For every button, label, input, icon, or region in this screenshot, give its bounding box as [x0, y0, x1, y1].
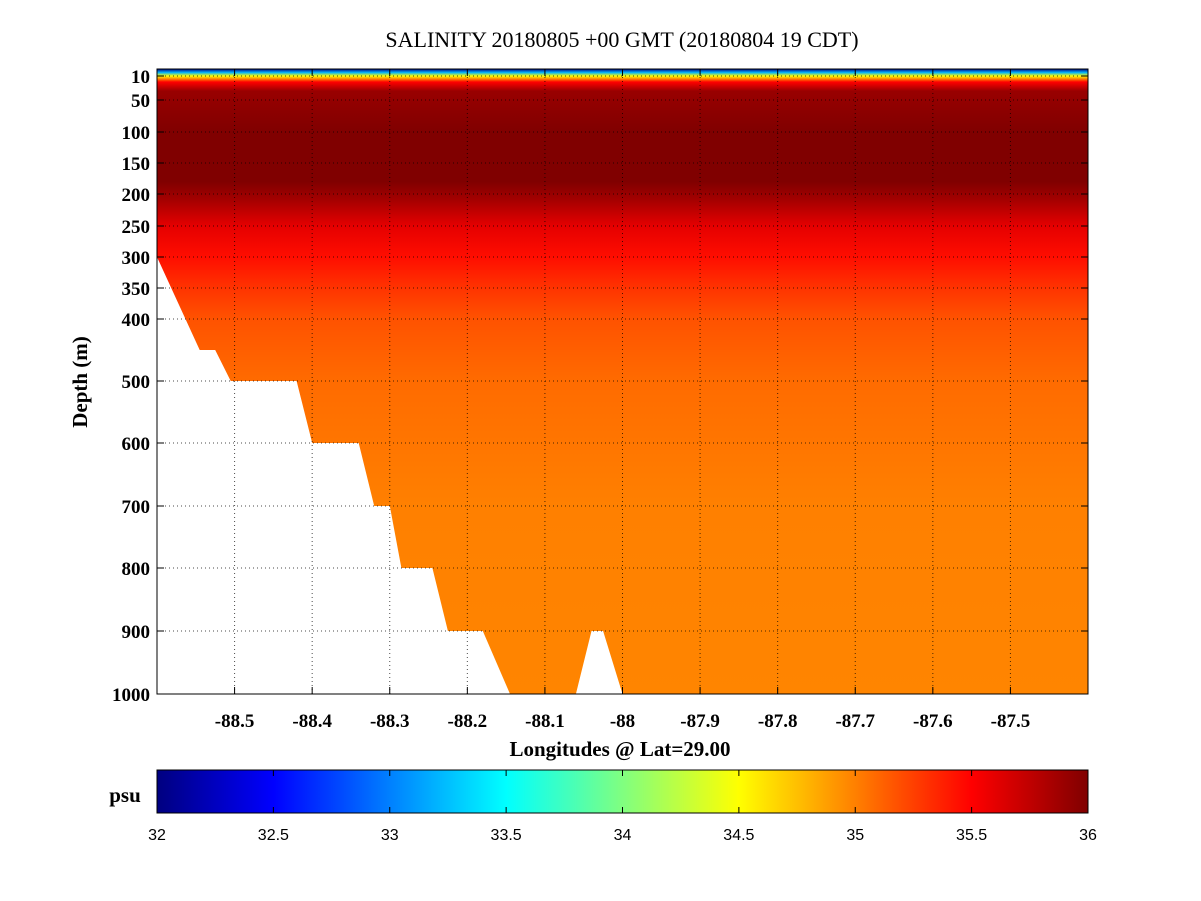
y-tick-label: 1000	[112, 685, 150, 706]
x-tick-label: -87.5	[991, 711, 1031, 732]
x-tick-label: -87.6	[913, 711, 953, 732]
x-tick-label: -88.2	[448, 711, 488, 732]
y-tick-label: 300	[122, 248, 151, 269]
y-tick-label: 10	[131, 67, 150, 88]
y-tick-label: 700	[122, 497, 151, 518]
colorbar-unit-label: psu	[109, 783, 141, 807]
y-tick-label: 400	[122, 310, 151, 331]
chart-title: SALINITY 20180805 +00 GMT (20180804 19 C…	[385, 27, 858, 52]
y-tick-label: 900	[122, 622, 151, 643]
colorbar: 32 32.5 33 33.5 34 34.5 35 35.5 36 psu	[109, 769, 1097, 844]
x-axis-ticks: -88.5 -88.4 -88.3 -88.2 -88.1 -88 -87.9 -87.8 -8…	[215, 69, 1030, 732]
x-tick-label: -88.4	[292, 711, 332, 732]
grid-lines	[157, 69, 1088, 694]
seafloor-mask	[157, 257, 1088, 694]
colorbar-tick-label: 35	[846, 827, 864, 844]
x-tick-label: -88.5	[215, 711, 255, 732]
x-tick-label: -87.7	[835, 711, 875, 732]
colorbar-tick-label: 34.5	[723, 827, 754, 844]
y-axis-label: Depth (m)	[68, 336, 92, 428]
x-axis-label: Longitudes @ Lat=29.00	[509, 737, 730, 761]
y-tick-label: 250	[122, 217, 151, 238]
x-tick-label: -88	[610, 711, 635, 732]
x-tick-label: -88.3	[370, 711, 410, 732]
colorbar-tick-label: 33	[381, 827, 399, 844]
y-tick-label: 800	[122, 559, 151, 580]
colorbar-tick-label: 32.5	[258, 827, 289, 844]
colorbar-tick-label: 32	[148, 827, 166, 844]
colorbar-tick-label: 36	[1079, 827, 1097, 844]
y-tick-label: 50	[131, 91, 150, 112]
y-tick-label: 200	[122, 185, 151, 206]
x-tick-label: -87.9	[680, 711, 720, 732]
y-tick-label: 350	[122, 279, 151, 300]
plot-area	[157, 69, 1088, 694]
x-tick-label: -88.1	[525, 711, 565, 732]
y-axis-ticks: 10 50 100 150 200 250 300 350 400 500 600 700 800 900…	[112, 67, 1088, 706]
y-tick-label: 600	[122, 434, 151, 455]
x-tick-label: -87.8	[758, 711, 798, 732]
y-tick-label: 100	[122, 123, 151, 144]
colorbar-scale	[156, 769, 1089, 814]
y-tick-label: 150	[122, 154, 151, 175]
y-tick-label: 500	[122, 372, 151, 393]
colorbar-tick-label: 34	[614, 827, 632, 844]
colorbar-tick-label: 33.5	[491, 827, 522, 844]
colorbar-tick-label: 35.5	[956, 827, 987, 844]
colorbar-ticks: 32 32.5 33 33.5 34 34.5 35 35.5 36	[148, 770, 1097, 844]
